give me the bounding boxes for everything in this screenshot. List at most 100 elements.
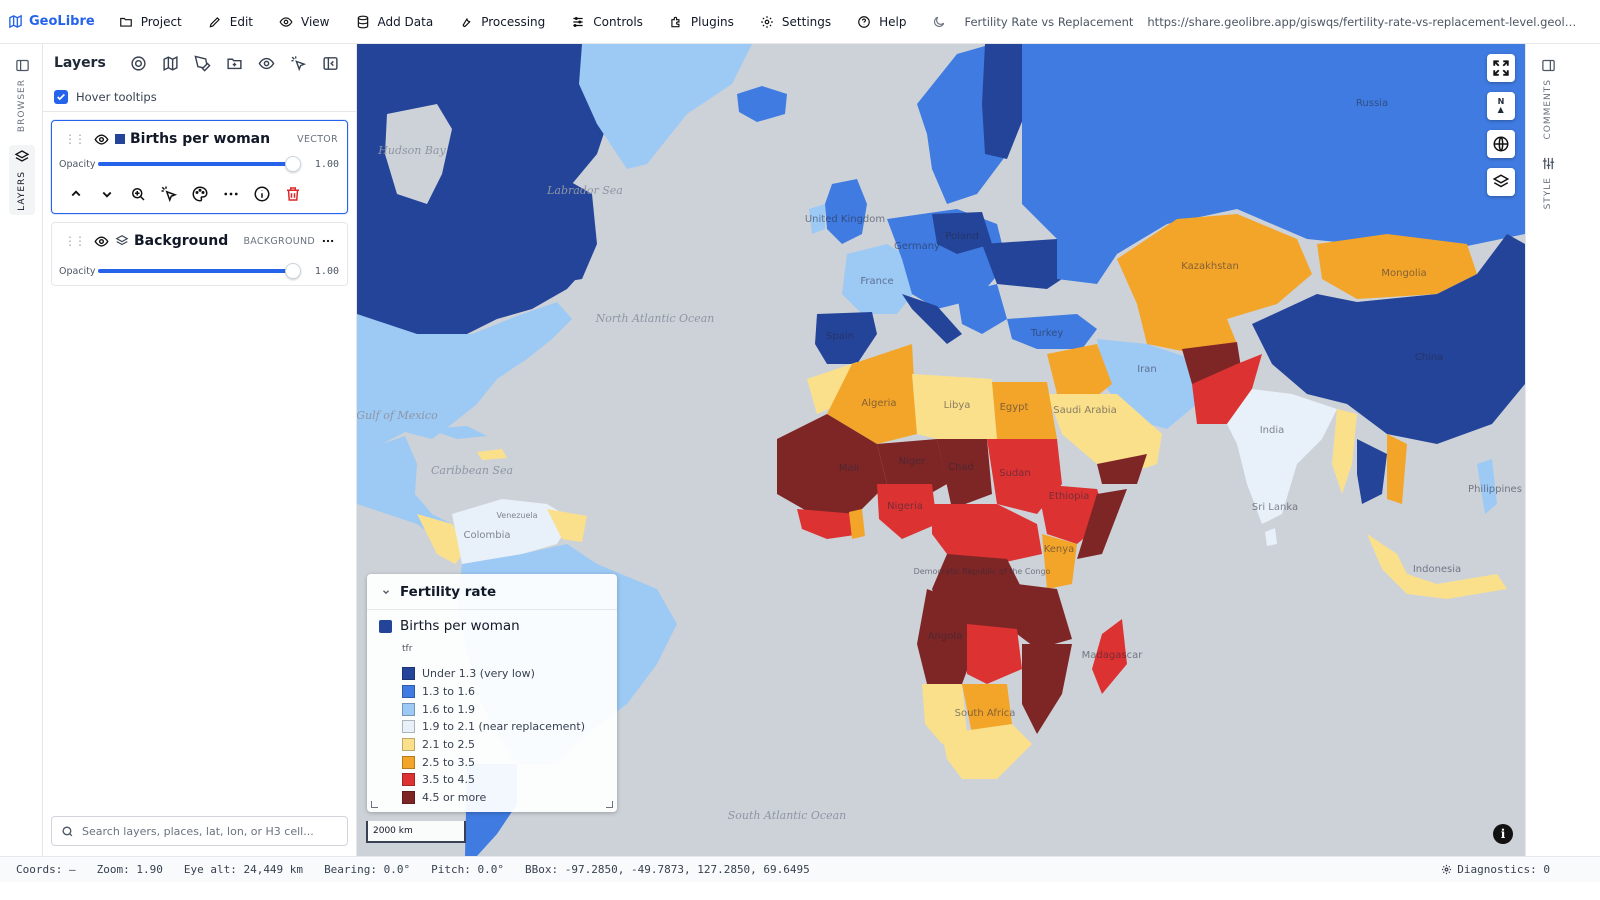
country-label: China	[1415, 352, 1444, 363]
country-label: Saudi Arabia	[1053, 405, 1116, 416]
attribution-info-icon[interactable]: i	[1493, 824, 1513, 844]
layers-toolbar	[130, 54, 339, 72]
layer-switcher-button[interactable]	[1487, 168, 1515, 196]
country-label: Egypt	[1000, 402, 1029, 413]
central-asia-region	[1137, 304, 1237, 354]
namibia-region	[922, 684, 967, 744]
country-label: Russia	[1356, 98, 1388, 109]
search-input[interactable]	[82, 824, 342, 838]
drag-handle-icon[interactable]: ⋮⋮	[64, 132, 86, 146]
legend-item-label: 3.5 to 4.5	[422, 773, 476, 787]
drag-handle-icon[interactable]: ⋮⋮	[64, 234, 86, 248]
style-tab[interactable]: STYLE	[1535, 156, 1561, 209]
layers-tab[interactable]: LAYERS	[9, 145, 35, 215]
ocean-label: Labrador Sea	[546, 184, 623, 197]
fullscreen-button[interactable]	[1487, 54, 1515, 82]
theme-toggle-moon-icon[interactable]	[932, 15, 946, 29]
opacity-slider[interactable]	[97, 156, 301, 172]
browser-tab[interactable]: BROWSER	[9, 58, 35, 132]
share-url[interactable]: https://share.geolibre.app/giswqs/fertil…	[1147, 14, 1578, 29]
comments-tab-label: COMMENTS	[1543, 79, 1553, 140]
status-bearing: Bearing: 0.0°	[324, 863, 411, 876]
menu-controls[interactable]: Controls	[571, 15, 643, 29]
basemap-icon[interactable]	[162, 55, 179, 72]
add-layer-group-icon[interactable]	[130, 55, 147, 72]
country-label: United Kingdom	[805, 214, 885, 225]
greenland-region	[579, 44, 752, 169]
visibility-eye-icon[interactable]	[258, 55, 275, 72]
menu-project[interactable]: Project	[119, 15, 182, 29]
style-palette-icon[interactable]	[191, 185, 209, 203]
menu-view[interactable]: View	[279, 15, 330, 29]
delete-layer-trash-icon[interactable]	[284, 185, 302, 203]
resize-corner-icon[interactable]	[371, 801, 378, 808]
layer-visibility-eye-icon[interactable]	[94, 132, 109, 147]
opacity-label: Opacity	[59, 265, 96, 277]
document-title: Fertility Rate vs Replacement	[964, 14, 1134, 29]
opacity-slider-handle[interactable]	[284, 263, 301, 279]
app-brand[interactable]: GeoLibre	[8, 14, 95, 29]
comments-tab[interactable]: COMMENTS	[1535, 58, 1561, 140]
menu-edit[interactable]: Edit	[208, 15, 253, 29]
zoom-to-layer-icon[interactable]	[129, 185, 147, 203]
menu-plugins[interactable]: Plugins	[669, 15, 734, 29]
france-region	[842, 244, 917, 314]
map-canvas[interactable]: Hudson Bay Labrador Sea North Atlantic O…	[357, 44, 1525, 856]
diagnostics-button[interactable]: Diagnostics: 0	[1441, 863, 1550, 876]
collapse-panel-icon[interactable]	[322, 55, 339, 72]
resize-corner-icon[interactable]	[606, 801, 613, 808]
country-label: South Africa	[955, 708, 1016, 719]
right-rail: COMMENTS STYLE	[1525, 44, 1568, 872]
opacity-slider[interactable]	[97, 263, 301, 279]
layer-card-background[interactable]: ⋮⋮ Background BACKGROUND Opacity 1.00	[51, 222, 348, 286]
more-options-icon[interactable]	[222, 185, 240, 203]
menu-label: Controls	[593, 14, 643, 29]
menu-help[interactable]: Help	[857, 15, 906, 29]
legend-title: Fertility rate	[400, 583, 497, 600]
menu-bar: GeoLibre Project Edit View Add Data Proc…	[0, 0, 1600, 44]
chevron-down-icon[interactable]	[381, 587, 391, 597]
move-up-chevron-icon[interactable]	[67, 185, 85, 203]
layer-info-icon[interactable]	[253, 185, 271, 203]
country-label: Poland	[945, 231, 978, 242]
layer-actions	[67, 185, 302, 203]
compass-north-button[interactable]: N ▲	[1487, 92, 1515, 120]
legend-swatch	[402, 755, 415, 769]
tanzania-region	[1017, 584, 1072, 649]
layer-search-box[interactable]	[51, 816, 348, 846]
madagascar-region	[1092, 619, 1127, 694]
menu-settings[interactable]: Settings	[760, 15, 831, 29]
legend-swatch	[402, 791, 415, 805]
select-feature-icon[interactable]	[290, 55, 307, 72]
kazakhstan-region	[1117, 214, 1312, 324]
menu-label: Add Data	[377, 14, 434, 29]
database-icon	[357, 15, 368, 28]
status-eye-altitude: Eye alt: 24,449 km	[183, 863, 304, 876]
menu-processing[interactable]: Processing	[459, 15, 545, 29]
saudi-region	[1047, 394, 1162, 474]
status-coords: Coords: —	[16, 863, 76, 876]
middle-east-region	[1047, 344, 1112, 404]
menu-add-data[interactable]: Add Data	[356, 14, 434, 29]
more-options-icon[interactable]	[321, 234, 335, 248]
sliders-icon	[573, 16, 583, 27]
layer-card-births-per-woman[interactable]: ⋮⋮ Births per woman VECTOR Opacity 1.00	[51, 120, 348, 214]
layer-visibility-eye-icon[interactable]	[94, 234, 109, 249]
globe-projection-button[interactable]	[1487, 130, 1515, 158]
iceland-region	[737, 86, 787, 122]
hover-tooltips-toggle[interactable]: Hover tooltips	[54, 90, 157, 104]
draw-pen-icon[interactable]	[194, 54, 211, 72]
layers-stack-icon	[14, 150, 30, 162]
legend-header[interactable]: Fertility rate	[367, 574, 617, 610]
add-folder-icon[interactable]	[226, 55, 243, 72]
move-down-chevron-icon[interactable]	[98, 185, 116, 203]
legend-item-label: 1.3 to 1.6	[422, 685, 476, 699]
hover-tooltips-checkbox[interactable]	[54, 90, 68, 104]
finland-region	[982, 44, 1025, 159]
identify-cursor-icon[interactable]	[160, 185, 178, 203]
folder-icon	[119, 17, 132, 27]
legend-item-label: 2.1 to 2.5	[422, 738, 476, 752]
opacity-slider-handle[interactable]	[284, 156, 301, 172]
country-label: Sri Lanka	[1252, 502, 1298, 513]
north-arrow-icon: N ▲	[1497, 97, 1505, 114]
